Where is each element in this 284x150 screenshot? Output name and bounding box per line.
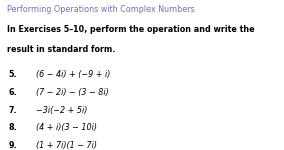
Text: 8.: 8.	[8, 123, 17, 132]
Text: 9.: 9.	[9, 141, 17, 150]
Text: 5.: 5.	[9, 70, 17, 79]
Text: −3i(−2 + 5i): −3i(−2 + 5i)	[36, 106, 87, 115]
Text: (7 − 2i) − (3 − 8i): (7 − 2i) − (3 − 8i)	[36, 88, 108, 97]
Text: 7.: 7.	[9, 106, 17, 115]
Text: (6 − 4i) + (−9 + i): (6 − 4i) + (−9 + i)	[36, 70, 110, 79]
Text: 6.: 6.	[9, 88, 17, 97]
Text: (1 + 7i)(1 − 7i): (1 + 7i)(1 − 7i)	[36, 141, 97, 150]
Text: result in standard form.: result in standard form.	[7, 45, 116, 54]
Text: In Exercises 5–10, perform the operation and write the: In Exercises 5–10, perform the operation…	[7, 25, 255, 34]
Text: Performing Operations with Complex Numbers: Performing Operations with Complex Numbe…	[7, 4, 195, 14]
Text: (4 + i)(3 − 10i): (4 + i)(3 − 10i)	[36, 123, 97, 132]
